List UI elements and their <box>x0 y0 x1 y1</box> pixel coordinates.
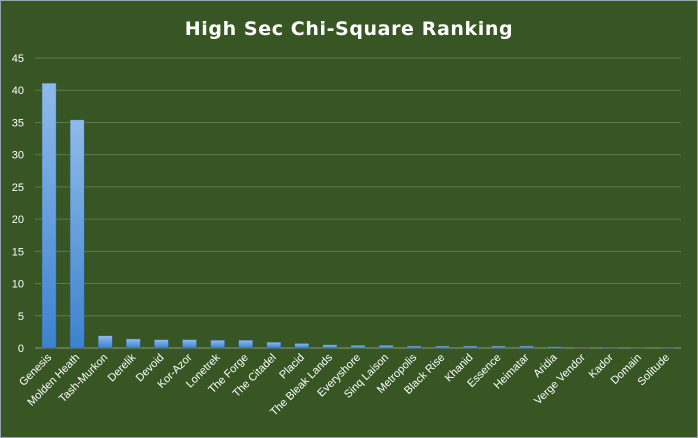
y-axis: 0 5 10 15 20 25 30 35 40 45 <box>12 53 24 355</box>
bar <box>210 340 225 349</box>
bar <box>406 345 422 349</box>
y-tick-label: 0 <box>18 343 24 355</box>
bars <box>41 82 675 349</box>
bar <box>41 82 57 349</box>
bar <box>631 347 647 349</box>
y-tick-label: 30 <box>12 150 24 162</box>
grid <box>35 57 681 349</box>
y-tick-label: 35 <box>12 117 24 129</box>
y-tick-label: 45 <box>12 53 24 65</box>
x-tick-label: Verge Vendor <box>532 351 588 407</box>
bar <box>154 339 169 349</box>
y-tick-label: 10 <box>12 279 24 291</box>
y-tick-label: 20 <box>12 214 24 226</box>
bar <box>126 338 141 349</box>
bar <box>69 119 85 349</box>
bar <box>575 347 590 349</box>
bar <box>378 345 394 349</box>
y-tick-label: 5 <box>18 311 24 323</box>
bar <box>547 346 562 349</box>
y-tick-label: 40 <box>12 85 24 97</box>
bar <box>435 345 450 349</box>
bar <box>350 345 366 349</box>
bar <box>238 340 253 349</box>
y-tick-label: 25 <box>12 182 24 194</box>
x-tick-label: Derelik <box>106 351 139 384</box>
chart-title: High Sec Chi-Square Ranking <box>185 18 513 40</box>
bar <box>463 345 478 349</box>
bar <box>322 344 338 349</box>
bar <box>491 345 506 349</box>
bar <box>97 335 113 349</box>
bar <box>659 347 675 349</box>
bar <box>294 343 310 349</box>
bar <box>603 347 619 349</box>
bar <box>519 345 534 349</box>
y-tick-label: 15 <box>12 246 24 258</box>
bar <box>182 339 197 349</box>
bar <box>266 342 281 349</box>
